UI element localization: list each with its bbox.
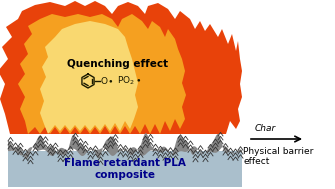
- Polygon shape: [0, 1, 242, 134]
- Text: O$\bullet$: O$\bullet$: [100, 75, 113, 87]
- Polygon shape: [40, 21, 138, 134]
- Text: Char: Char: [255, 124, 276, 133]
- Polygon shape: [8, 151, 242, 187]
- Text: Physical barrier effect: Physical barrier effect: [243, 147, 313, 166]
- Text: Quenching effect: Quenching effect: [67, 59, 169, 69]
- Polygon shape: [8, 133, 242, 159]
- Polygon shape: [18, 14, 186, 134]
- Text: PO$_2\bullet$: PO$_2\bullet$: [117, 75, 142, 87]
- Text: Flame retardant PLA
composite: Flame retardant PLA composite: [64, 158, 186, 180]
